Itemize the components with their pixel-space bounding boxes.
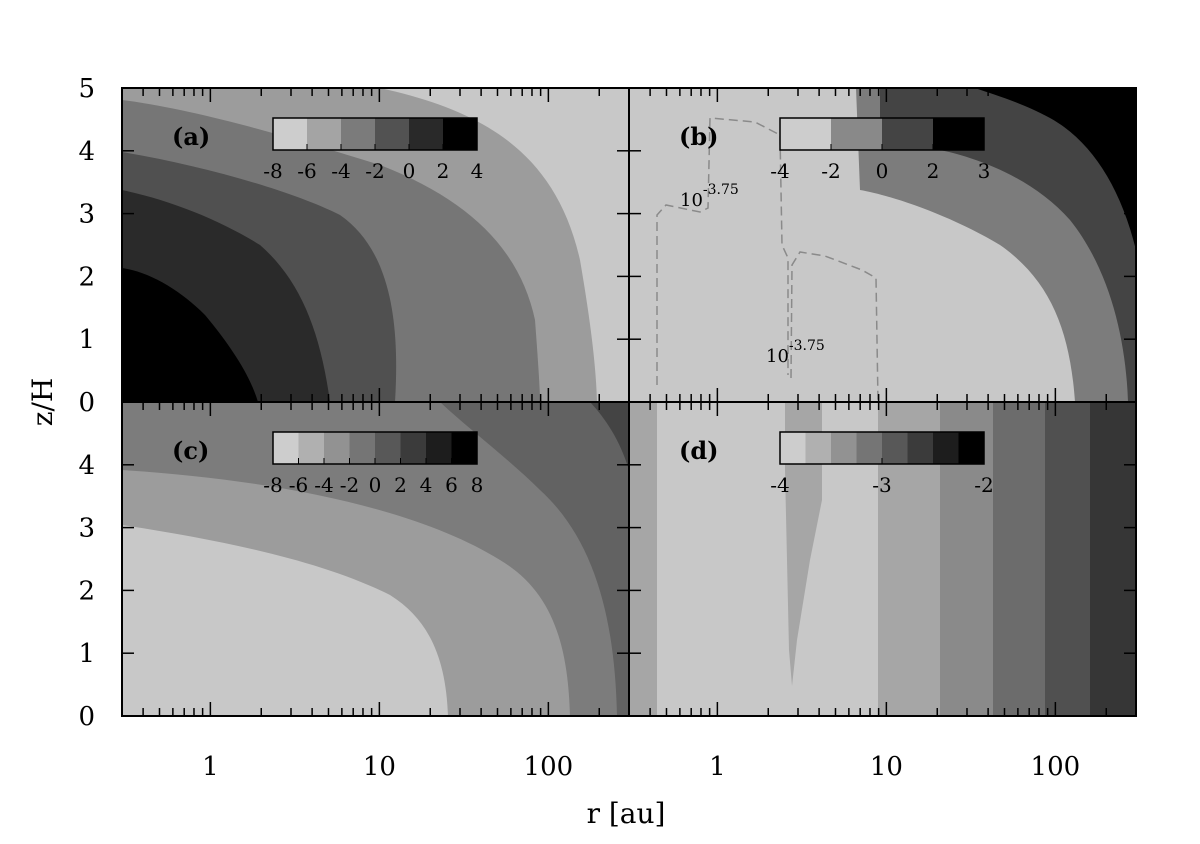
colorbar-tick-label: 0 [403,159,416,183]
colorbar-d: -4 -3 -2 [770,431,994,497]
colorbar-swatch [780,118,832,150]
x-tick-label: 1 [709,752,726,782]
colorbar-tick-label: 3 [978,159,991,183]
panel-b-level-3 [880,88,1136,402]
colorbar-swatch [341,118,376,150]
x-tick-label: 10 [363,752,396,782]
colorbar-swatch [324,432,350,464]
panel-b-contour-2 [790,251,879,402]
y-tick-label: 0 [78,388,95,418]
y-tick-label: 1 [78,639,95,669]
colorbar-tick-label: -8 [263,473,282,497]
colorbar-tick-label: -2 [365,159,384,183]
panel-d-level-5 [1045,402,1090,716]
colorbar-swatch [409,118,444,150]
axis-ticks [121,87,1137,717]
panel-d-level-4 [993,402,1045,716]
y-tick-labels: 5 4 3 2 1 0 4 3 2 1 0 [78,74,95,732]
y-tick-label: 2 [78,262,95,292]
colorbar-tick-label: -6 [289,473,308,497]
colorbar-swatch [375,118,410,150]
colorbar-swatch [882,432,908,464]
y-tick-label: 1 [78,325,95,355]
x-tick-label: 1 [202,752,219,782]
colorbar-swatch [933,432,959,464]
colorbar-swatch [958,432,985,464]
colorbar-tick-label: 0 [369,473,382,497]
panel-c-level-3 [122,402,629,716]
panel-label: (d) [679,436,719,465]
y-tick-label: 2 [78,576,95,606]
colorbar-tick-label: -2 [974,473,993,497]
panel-d-level-2a [629,402,657,716]
panel-label: (a) [172,122,210,151]
contour-label: 10-3.75 [766,338,825,367]
colorbar-tick-label: 0 [876,159,889,183]
colorbar-tick-label: -2 [821,159,840,183]
x-tick-label: 100 [1031,752,1081,782]
panel-labels: (a) (b) (c) (d) [172,122,719,465]
colorbar-tick-label: 2 [437,159,450,183]
x-tick-label: 10 [870,752,903,782]
panel-c-level-4 [440,402,629,716]
y-tick-label: 4 [78,137,95,167]
panel-d-level-6 [1090,402,1136,716]
colorbar-swatch [273,432,299,464]
colorbar-tick-label: 4 [420,473,433,497]
colorbar-swatch [882,118,934,150]
y-tick-label: 3 [78,514,95,544]
colorbar-tick-label: -3 [872,473,891,497]
colorbar-swatch [451,432,478,464]
colorbar-tick-label: -4 [770,159,789,183]
colorbar-tick-label: 2 [927,159,940,183]
colorbar-swatch [400,432,427,464]
y-tick-label: 0 [78,702,95,732]
colorbar-tick-label: -4 [331,159,350,183]
panel-c-level-5 [590,402,629,470]
colorbar-b: -4 -2 0 2 3 [770,117,991,183]
colorbar-tick-label: -2 [340,473,359,497]
colorbar-swatch [933,118,985,150]
contour-labels: 10-3.75 10-3.75 [680,182,825,367]
colorbar-swatch [780,432,806,464]
colorbar-swatch [426,432,452,464]
x-tick-label: 100 [524,752,574,782]
colorbar-tick-label: -4 [314,473,333,497]
colorbar-swatch [856,432,883,464]
panel-b-level-4 [975,88,1136,250]
colorbar-tick-label: 8 [471,473,484,497]
colorbar-swatch [273,118,308,150]
colorbar-swatch [805,432,832,464]
colorbar-swatch [298,432,325,464]
colorbars: -8 -6 -4 -2 0 2 4 -4 -2 0 2 3-8 -6 -4 -2 0 2 4 6 8 -4 -3 -2 [263,117,994,497]
colorbar-tick-label: -8 [263,159,282,183]
colorbar-swatch [831,432,857,464]
panel-label: (b) [679,122,719,151]
y-tick-label: 4 [78,451,95,481]
colorbar-swatch [375,432,401,464]
contour-label: 10-3.75 [680,182,739,211]
panel-b-contour-1 [656,117,789,385]
colorbar-c: -8 -6 -4 -2 0 2 4 6 8 [263,431,484,497]
colorbar-swatch [443,118,478,150]
y-axis-title: z/H [26,378,59,427]
x-axis-title: r [au] [587,797,666,830]
colorbar-swatch [349,432,376,464]
colorbar-tick-label: -4 [770,473,789,497]
panel-a-level-6 [122,268,258,402]
colorbar-tick-label: 6 [445,473,458,497]
colorbar-tick-label: -6 [297,159,316,183]
colorbar-a: -8 -6 -4 -2 0 2 4 [263,117,484,183]
panel-d-level-2b [785,402,822,686]
x-tick-labels: 1 10 100 1 10 100 [202,752,1080,782]
colorbar-swatch [907,432,934,464]
y-tick-label: 5 [78,74,95,104]
panel-label: (c) [172,436,209,465]
colorbar-tick-label: 2 [394,473,407,497]
y-tick-label: 3 [78,200,95,230]
colorbar-swatch [307,118,342,150]
colorbar-tick-label: 4 [471,159,484,183]
colorbar-swatch [831,118,883,150]
